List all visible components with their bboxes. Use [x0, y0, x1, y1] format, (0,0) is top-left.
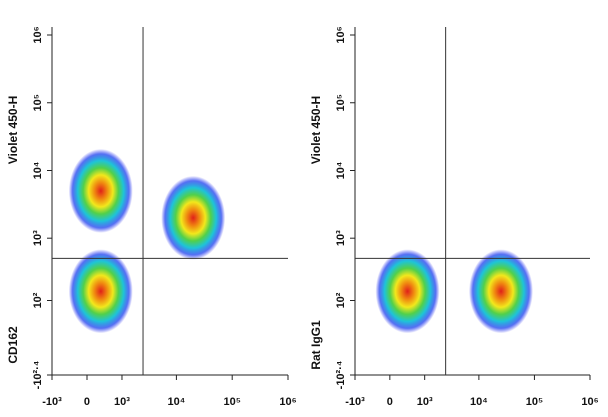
y-axis-label: Violet 450-H	[309, 96, 323, 164]
y-tick-label: -10²·⁴	[335, 361, 347, 390]
cell-population	[375, 249, 440, 334]
x-tick-label: 10³	[417, 396, 433, 408]
y-tick-label: 10²	[335, 292, 347, 308]
x-tick-label: 0	[84, 396, 90, 408]
x-tick-label: 10⁴	[470, 396, 488, 408]
x-tick-label: -10³	[345, 396, 365, 408]
x-tick-label: 10⁶	[581, 396, 598, 408]
y-tick-label: 10³	[335, 230, 347, 246]
y-tick-label: 10⁴	[335, 162, 347, 180]
cell-population	[161, 175, 226, 260]
cell-population	[468, 249, 533, 334]
x-tick-label: -10³	[42, 396, 62, 408]
x-tick-label: 10⁵	[223, 396, 240, 408]
cell-population	[68, 148, 133, 233]
y-axis-label: Violet 450-H	[6, 96, 20, 164]
y-axis-label: CD162	[6, 326, 20, 364]
x-tick-label: 10⁵	[526, 396, 543, 408]
x-tick-label: 10³	[114, 396, 130, 408]
x-tick-label: 10⁴	[168, 396, 186, 408]
y-tick-label: 10⁶	[335, 26, 347, 43]
y-tick-label: 10³	[32, 230, 44, 246]
x-tick-label: 0	[387, 396, 393, 408]
y-tick-label: 10⁴	[32, 162, 44, 180]
x-tick-label: 10⁶	[279, 396, 296, 408]
cell-population	[68, 249, 133, 334]
y-tick-label: 10²	[32, 292, 44, 308]
y-tick-label: -10²·⁴	[32, 361, 44, 390]
y-tick-label: 10⁶	[32, 26, 44, 43]
y-axis-label: Rat IgG1	[309, 320, 323, 370]
y-tick-label: 10⁵	[32, 94, 44, 111]
y-tick-label: 10⁵	[335, 94, 347, 111]
